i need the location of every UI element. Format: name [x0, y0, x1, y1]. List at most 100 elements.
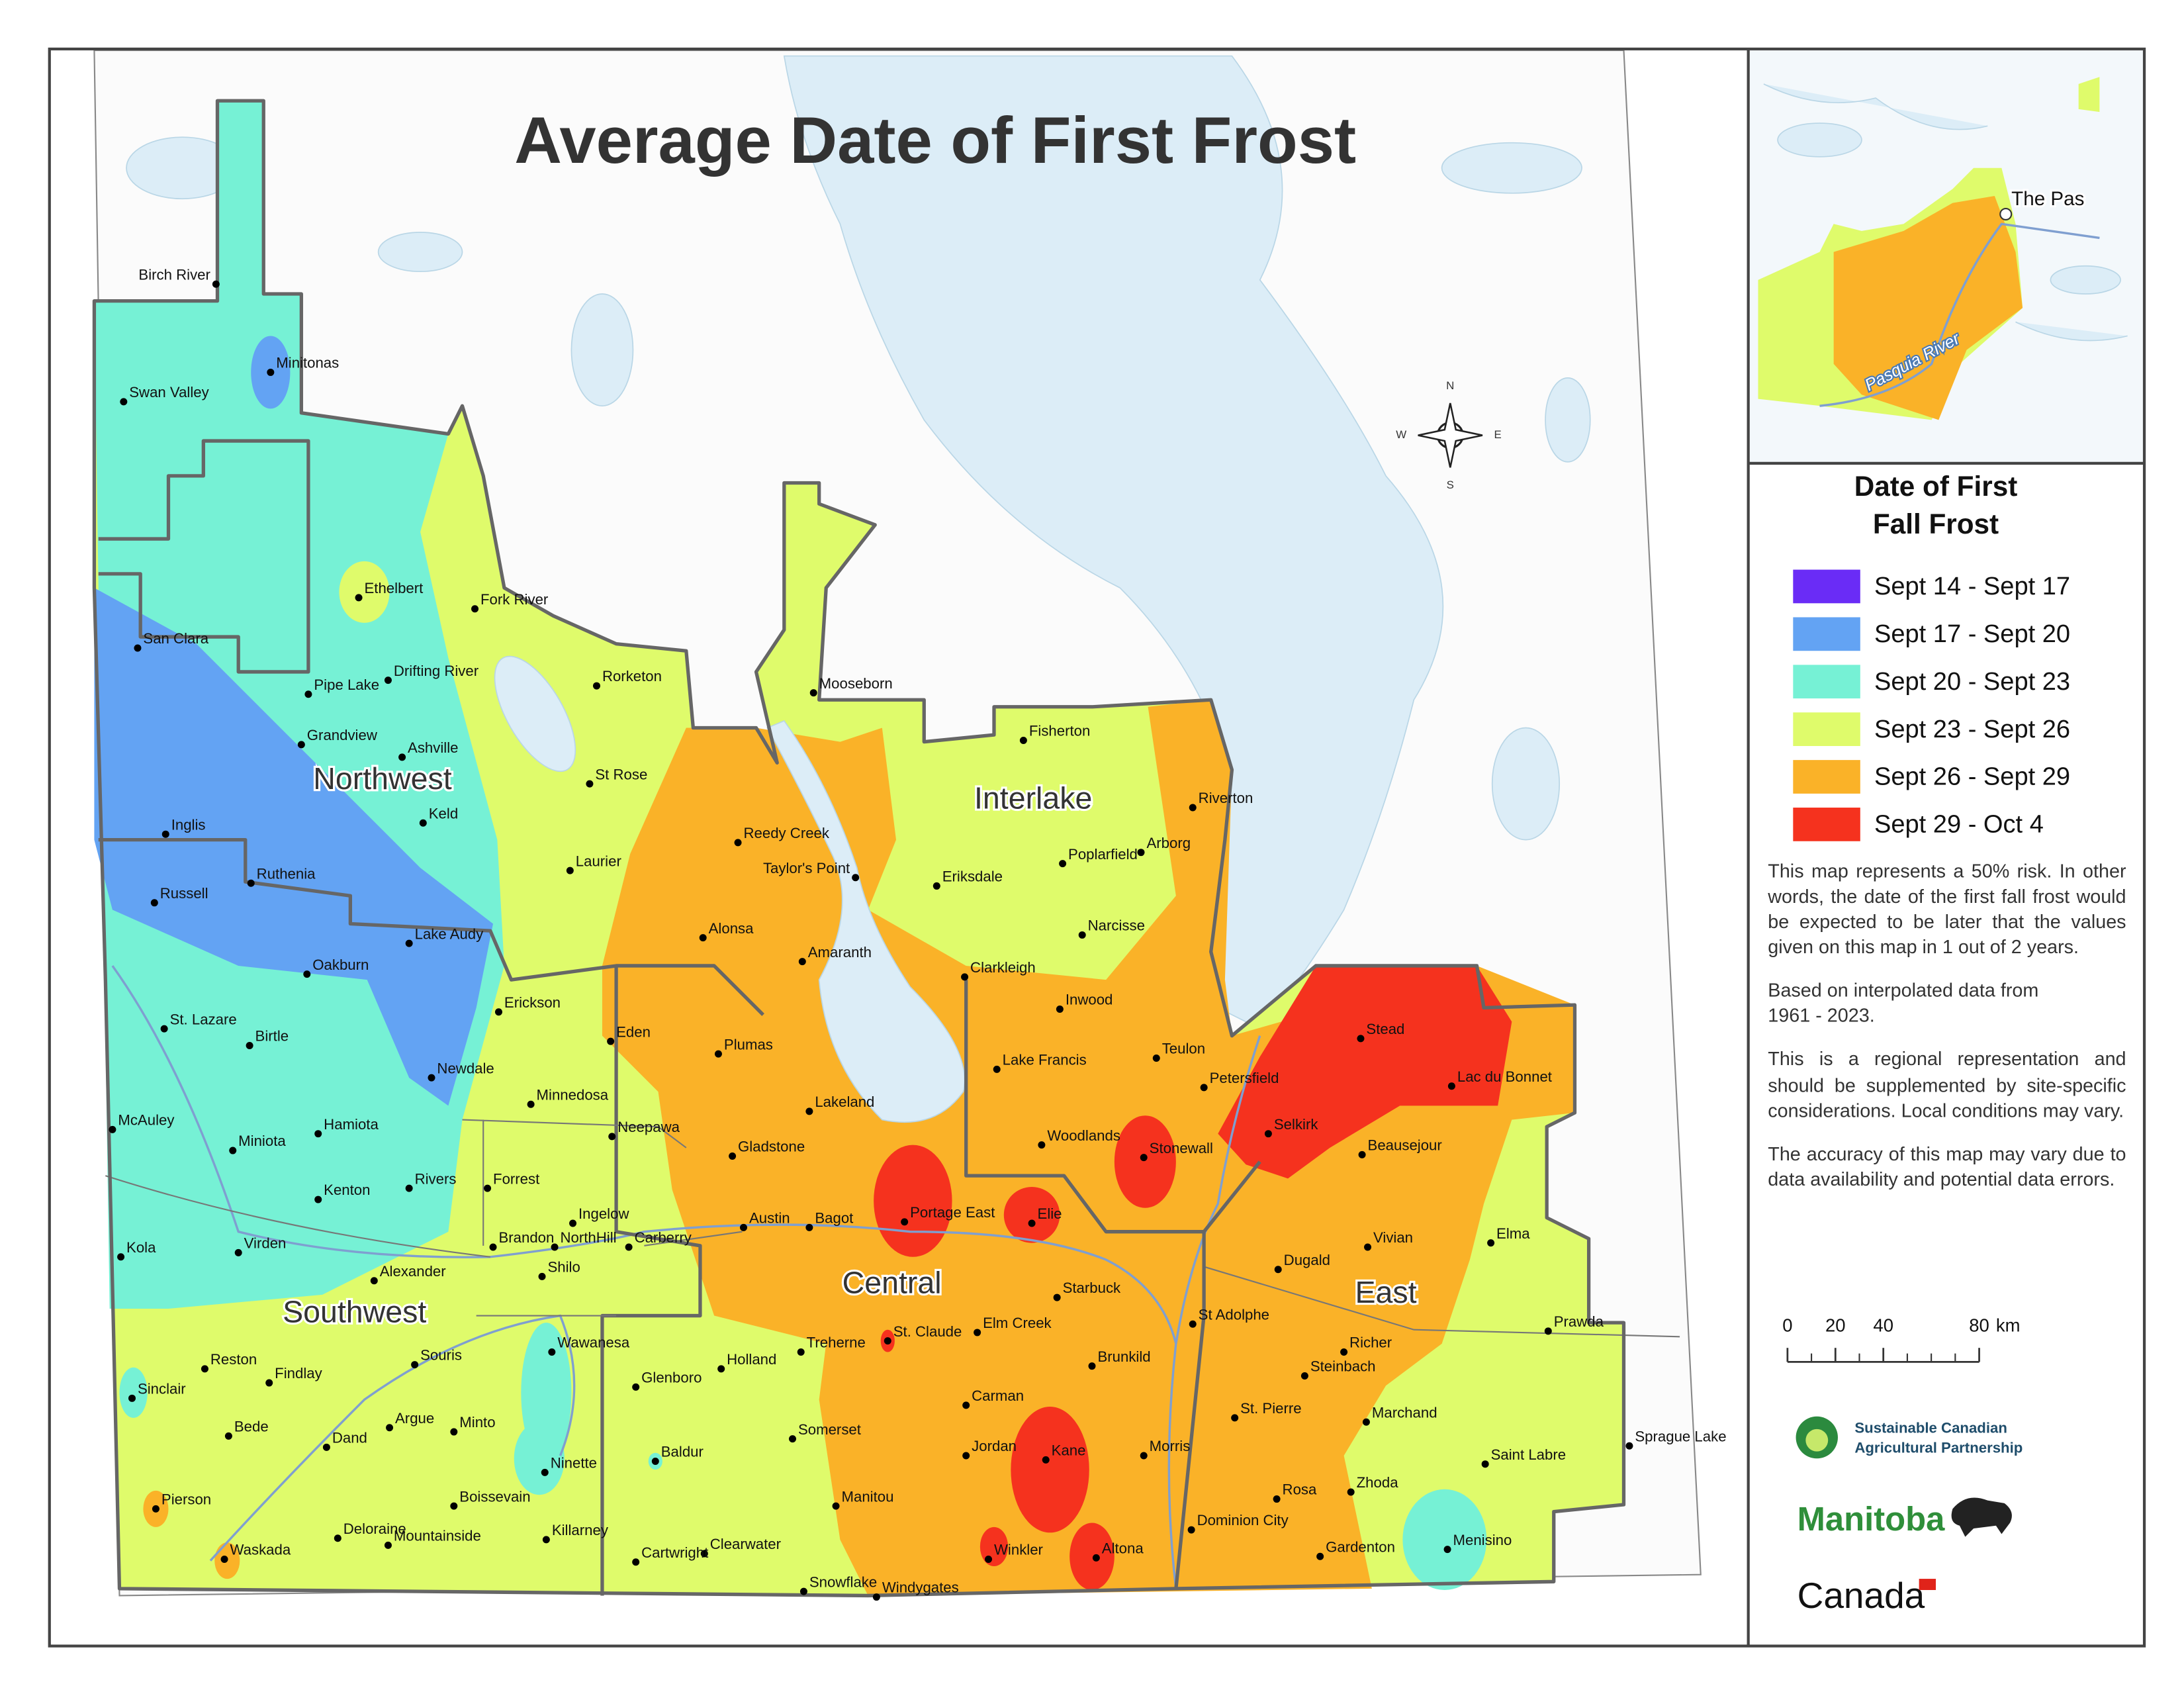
- town-label: Killarney: [552, 1522, 609, 1538]
- town-marker: [607, 1037, 615, 1045]
- town-label: Narcisse: [1088, 917, 1145, 934]
- town: Ingelow: [569, 1205, 629, 1227]
- town-marker: [494, 1008, 502, 1016]
- town-marker: [933, 882, 940, 890]
- town-label: Ninette: [551, 1455, 597, 1472]
- town: Lac du Bonnet: [1447, 1068, 1552, 1090]
- town: Laurier: [566, 853, 621, 874]
- lake: [1491, 727, 1561, 841]
- town-label: Windygates: [882, 1579, 959, 1596]
- town-marker: [384, 1541, 392, 1549]
- town-label: Sprague Lake: [1635, 1428, 1726, 1444]
- town: Manitou: [832, 1488, 893, 1510]
- town-marker: [729, 1152, 737, 1160]
- town-marker: [569, 1219, 577, 1227]
- town: Snowflake: [799, 1573, 877, 1595]
- town: Sprague Lake: [1625, 1428, 1727, 1450]
- town: Treherne: [797, 1335, 866, 1356]
- town-marker: [651, 1457, 659, 1465]
- town: Keld: [419, 805, 458, 827]
- town-marker: [734, 839, 742, 847]
- town: Winkler: [985, 1542, 1044, 1563]
- town-marker: [1042, 1456, 1050, 1464]
- town-marker: [303, 970, 311, 978]
- town-marker: [370, 1277, 378, 1285]
- town: Ashville: [398, 739, 459, 761]
- town-label: Drifting River: [394, 663, 479, 679]
- town-marker: [1056, 1006, 1064, 1013]
- town: McAuley: [109, 1112, 175, 1133]
- town: Minitonas: [267, 355, 339, 376]
- zone-sept20-23: [514, 1422, 565, 1495]
- town-marker: [1140, 1154, 1148, 1162]
- town-marker: [1340, 1348, 1348, 1356]
- town: St Rose: [586, 766, 647, 788]
- compass-star: [1418, 402, 1483, 468]
- town-label: Glenboro: [641, 1370, 702, 1386]
- scale-label: 40: [1873, 1315, 1893, 1336]
- town-label: Inwood: [1066, 992, 1113, 1008]
- town-marker: [1088, 1362, 1096, 1370]
- town: Rosa: [1273, 1481, 1317, 1503]
- town: Steinbach: [1300, 1358, 1376, 1380]
- town-label: Baldur: [661, 1444, 704, 1460]
- legend-label: Sept 29 - Oct 4: [1874, 811, 2044, 839]
- boundary: [600, 965, 702, 1596]
- town-label: Bagot: [815, 1210, 853, 1227]
- bison-icon: [1951, 1497, 2012, 1537]
- town-marker: [152, 1505, 159, 1513]
- town: St Adolphe: [1189, 1306, 1269, 1328]
- town-label: Miniota: [238, 1133, 286, 1149]
- town-label: Elie: [1038, 1205, 1062, 1222]
- province-wordmark: Manitoba: [1797, 1500, 1945, 1538]
- town: Elma: [1487, 1225, 1530, 1247]
- town-marker: [405, 1184, 413, 1192]
- town: Souris: [411, 1347, 462, 1369]
- town: Austin: [740, 1210, 790, 1231]
- town-marker: [714, 1050, 722, 1058]
- roads: [105, 1175, 1680, 1338]
- inset-lake: [1777, 122, 1862, 158]
- scale-bar: 0 20 40 80 km: [1782, 1315, 2021, 1363]
- town-marker: [985, 1555, 993, 1563]
- town-label: Ashville: [408, 739, 458, 756]
- town: Ethelbert: [355, 580, 423, 602]
- town: NorthHill: [551, 1229, 617, 1251]
- town-label: Poplarfield: [1068, 846, 1138, 863]
- town-marker: [961, 973, 969, 981]
- town-marker: [450, 1502, 458, 1510]
- town-label: Swan Valley: [129, 384, 209, 400]
- town: Dand: [322, 1429, 367, 1451]
- town-label: Boissevain: [459, 1488, 530, 1505]
- town-label: Reston: [210, 1351, 257, 1368]
- town: Mountainside: [384, 1528, 481, 1549]
- town-label: Rosa: [1283, 1481, 1317, 1498]
- scale-unit: km: [1996, 1315, 2021, 1336]
- town-marker: [384, 677, 392, 684]
- town-label: Birch River: [138, 266, 210, 283]
- town-label: Pierson: [161, 1491, 211, 1508]
- town-label: Erickson: [504, 994, 561, 1011]
- town: Lake Audy: [405, 925, 484, 947]
- town-marker: [1059, 860, 1067, 868]
- zone-sept23-26: [339, 561, 390, 623]
- town-label: Ingelow: [578, 1205, 629, 1222]
- town-marker: [1316, 1552, 1324, 1560]
- town: Alexander: [370, 1263, 446, 1285]
- town-label: St Rose: [595, 766, 647, 782]
- town-marker: [1137, 849, 1145, 857]
- region-label: Northwest: [313, 761, 451, 796]
- town-marker: [1625, 1442, 1633, 1450]
- town-marker: [355, 594, 363, 602]
- town-label: Keld: [429, 805, 458, 821]
- town-label: Reedy Creek: [744, 825, 830, 841]
- town-label: Russell: [160, 885, 208, 902]
- region-label: East: [1355, 1275, 1417, 1309]
- town-label: Ethelbert: [364, 580, 423, 596]
- town: Cartwright: [632, 1544, 708, 1566]
- town: Findlay: [265, 1365, 323, 1387]
- town-label: Pipe Lake: [314, 677, 379, 693]
- inset-town-marker: [1999, 207, 2013, 221]
- town-marker: [267, 368, 275, 376]
- partnership-name: Agricultural Partnership: [1854, 1439, 2023, 1456]
